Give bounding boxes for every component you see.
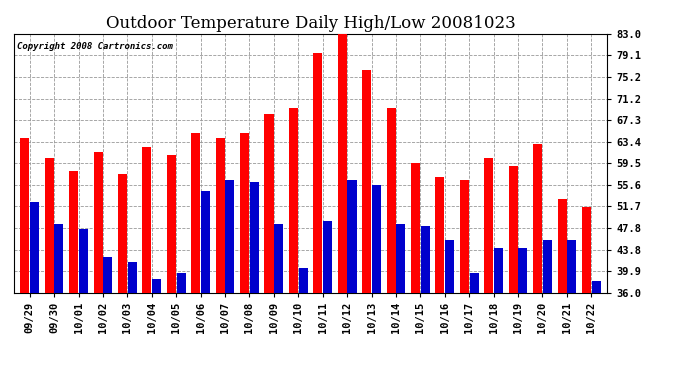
Bar	[104, 257, 112, 292]
Bar	[372, 185, 381, 292]
Bar	[128, 262, 137, 292]
Bar	[20, 138, 29, 292]
Bar	[411, 163, 420, 292]
Bar	[533, 144, 542, 292]
Bar	[567, 240, 576, 292]
Bar	[348, 180, 357, 292]
Bar	[337, 31, 347, 292]
Bar	[191, 133, 200, 292]
Bar	[152, 279, 161, 292]
Bar	[201, 190, 210, 292]
Bar	[264, 114, 273, 292]
Bar	[55, 224, 63, 292]
Bar	[582, 207, 591, 292]
Bar	[470, 273, 479, 292]
Bar	[558, 199, 566, 292]
Bar	[216, 138, 225, 292]
Bar	[30, 202, 39, 292]
Bar	[543, 240, 552, 292]
Bar	[167, 155, 176, 292]
Bar	[323, 221, 332, 292]
Bar	[240, 133, 249, 292]
Bar	[484, 158, 493, 292]
Bar	[250, 182, 259, 292]
Bar	[362, 69, 371, 292]
Bar	[226, 180, 235, 292]
Bar	[274, 224, 284, 292]
Bar	[289, 108, 298, 292]
Bar	[177, 273, 186, 292]
Bar	[445, 240, 454, 292]
Bar	[509, 166, 518, 292]
Bar	[94, 152, 103, 292]
Bar	[435, 177, 444, 292]
Bar	[313, 53, 322, 292]
Bar	[592, 282, 601, 292]
Bar	[69, 171, 78, 292]
Bar	[386, 108, 395, 292]
Title: Outdoor Temperature Daily High/Low 20081023: Outdoor Temperature Daily High/Low 20081…	[106, 15, 515, 32]
Bar	[460, 180, 469, 292]
Bar	[45, 158, 54, 292]
Bar	[142, 147, 151, 292]
Bar	[396, 224, 405, 292]
Text: Copyright 2008 Cartronics.com: Copyright 2008 Cartronics.com	[17, 42, 172, 51]
Bar	[421, 226, 430, 292]
Bar	[494, 249, 503, 292]
Bar	[118, 174, 127, 292]
Bar	[518, 249, 527, 292]
Bar	[299, 268, 308, 292]
Bar	[79, 229, 88, 292]
